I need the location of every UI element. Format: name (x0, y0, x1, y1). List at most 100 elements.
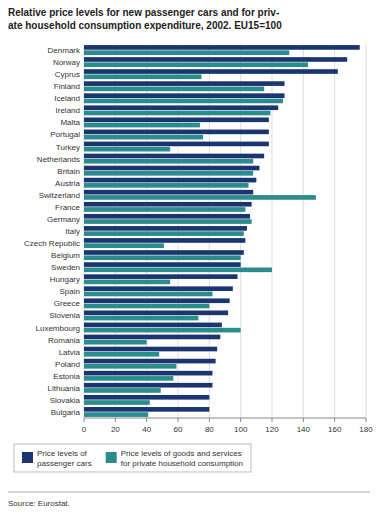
bar (84, 395, 209, 400)
bar (84, 243, 164, 248)
bar (84, 147, 170, 152)
bar (84, 274, 238, 279)
tick-label: 40 (142, 425, 151, 434)
category-label: Greece (54, 299, 81, 308)
bar (84, 62, 308, 67)
bar (84, 364, 176, 369)
bar (84, 238, 245, 243)
bar (84, 376, 173, 381)
tick-mark (84, 418, 85, 422)
category-label: Hungary (50, 275, 80, 284)
category-label: Norway (53, 58, 80, 67)
category-label: Austria (55, 179, 80, 188)
bar (84, 117, 269, 122)
text-line: ate household consumption expenditure, 2… (8, 20, 282, 31)
bar (84, 347, 217, 352)
bar (84, 178, 256, 183)
bar (84, 111, 270, 116)
tick-mark (272, 418, 273, 422)
bar (84, 207, 245, 212)
tick-mark (303, 418, 304, 422)
bar (84, 171, 253, 176)
bar (84, 87, 264, 92)
source-note: Source: Eurostat. (8, 499, 70, 508)
bar (84, 142, 269, 147)
grid-line (366, 44, 367, 418)
bar (84, 50, 289, 55)
bar (84, 407, 209, 412)
category-label: Bulgaria (51, 408, 81, 417)
bar (84, 352, 159, 357)
category-label: Luxembourg (36, 324, 80, 333)
category-label: Denmark (48, 46, 81, 55)
bar (84, 328, 241, 333)
tick-mark (240, 418, 241, 422)
tick-label: 180 (359, 425, 373, 434)
bar (84, 267, 272, 272)
bar (84, 159, 253, 164)
tick-label: 120 (265, 425, 279, 434)
tick-label: 60 (174, 425, 183, 434)
category-label: Poland (55, 360, 80, 369)
category-label: Romania (48, 336, 81, 345)
text-line: Price levels of goods and services (121, 449, 242, 458)
bar (84, 57, 347, 62)
bar (84, 202, 252, 207)
tick-mark (178, 418, 179, 422)
bar (84, 292, 212, 297)
tick-label: 160 (328, 425, 342, 434)
legend-label: Price levels ofpassenger cars (37, 449, 92, 468)
bar (84, 298, 230, 303)
bar (84, 304, 209, 309)
bar (84, 231, 244, 236)
category-label: Estonia (53, 372, 80, 381)
text-line: passenger cars (37, 459, 92, 468)
y-axis: DenmarkNorwayCyprusFinlandIcelandIreland… (24, 46, 81, 417)
grid (84, 44, 366, 418)
tick-mark (115, 418, 116, 422)
category-label: Germany (47, 215, 80, 224)
bar (84, 123, 200, 128)
separator (8, 492, 370, 493)
category-label: Italy (65, 227, 80, 236)
bar (84, 135, 203, 140)
bar (84, 250, 244, 255)
grid-line (334, 44, 335, 418)
category-label: Malta (60, 118, 80, 127)
bar (84, 154, 264, 159)
bar (84, 286, 233, 291)
bar (84, 93, 285, 98)
category-label: Spain (60, 287, 80, 296)
category-label: France (55, 203, 80, 212)
category-label: Slovakia (50, 396, 81, 405)
bar (84, 99, 283, 104)
category-label: Portugal (50, 130, 80, 139)
tick-label: 80 (205, 425, 214, 434)
bar (84, 280, 170, 285)
bar (84, 69, 338, 74)
bar (84, 383, 212, 388)
bar (84, 183, 249, 188)
bar (84, 190, 253, 195)
bar (84, 105, 278, 110)
bar (84, 340, 147, 345)
text-line: Relative price levels for new passenger … (8, 7, 279, 18)
category-label: Turkey (56, 143, 80, 152)
category-label: Cyprus (55, 70, 80, 79)
bar (84, 400, 150, 405)
tick-label: 0 (82, 425, 87, 434)
legend-frame (14, 444, 251, 472)
category-label: Finland (54, 82, 80, 91)
x-axis: 020406080100120140160180 (82, 418, 373, 434)
bar (84, 195, 316, 200)
text-line: for private household consumption (121, 459, 243, 468)
tick-mark (146, 418, 147, 422)
bar (84, 226, 247, 231)
category-label: Netherlands (37, 155, 80, 164)
bar (84, 130, 269, 135)
tick-label: 140 (297, 425, 311, 434)
bar (84, 359, 216, 364)
title: Relative price levels for new passenger … (8, 7, 282, 31)
bar (84, 214, 250, 219)
category-label: Czech Republic (24, 239, 80, 248)
